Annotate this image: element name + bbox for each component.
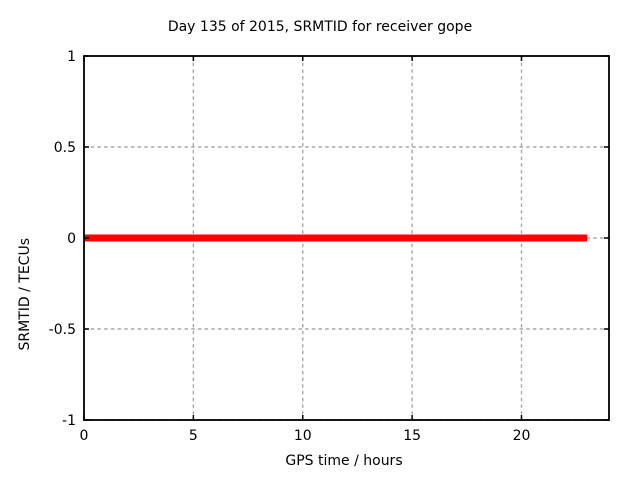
y-axis-label-text: SRMTID / TECUs [17, 238, 33, 351]
chart-title: Day 135 of 2015, SRMTID for receiver gop… [167, 19, 473, 35]
x-tick-label: 15 [403, 428, 421, 444]
y-tick-label: 0 [67, 231, 76, 247]
x-tick-label: 10 [294, 428, 312, 444]
y-tick-label: 0.5 [54, 140, 76, 156]
x-tick-label: 0 [80, 428, 89, 444]
x-tick-label: 20 [513, 428, 531, 444]
x-axis-label: GPS time / hours [285, 453, 403, 469]
y-tick-label: 1 [67, 49, 76, 65]
x-tick-label: 5 [189, 428, 198, 444]
y-tick-label: -0.5 [49, 322, 76, 338]
y-tick-label: -1 [62, 413, 76, 429]
